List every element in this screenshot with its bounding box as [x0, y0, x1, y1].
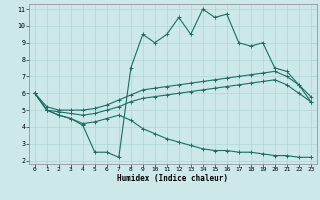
X-axis label: Humidex (Indice chaleur): Humidex (Indice chaleur) [117, 174, 228, 183]
